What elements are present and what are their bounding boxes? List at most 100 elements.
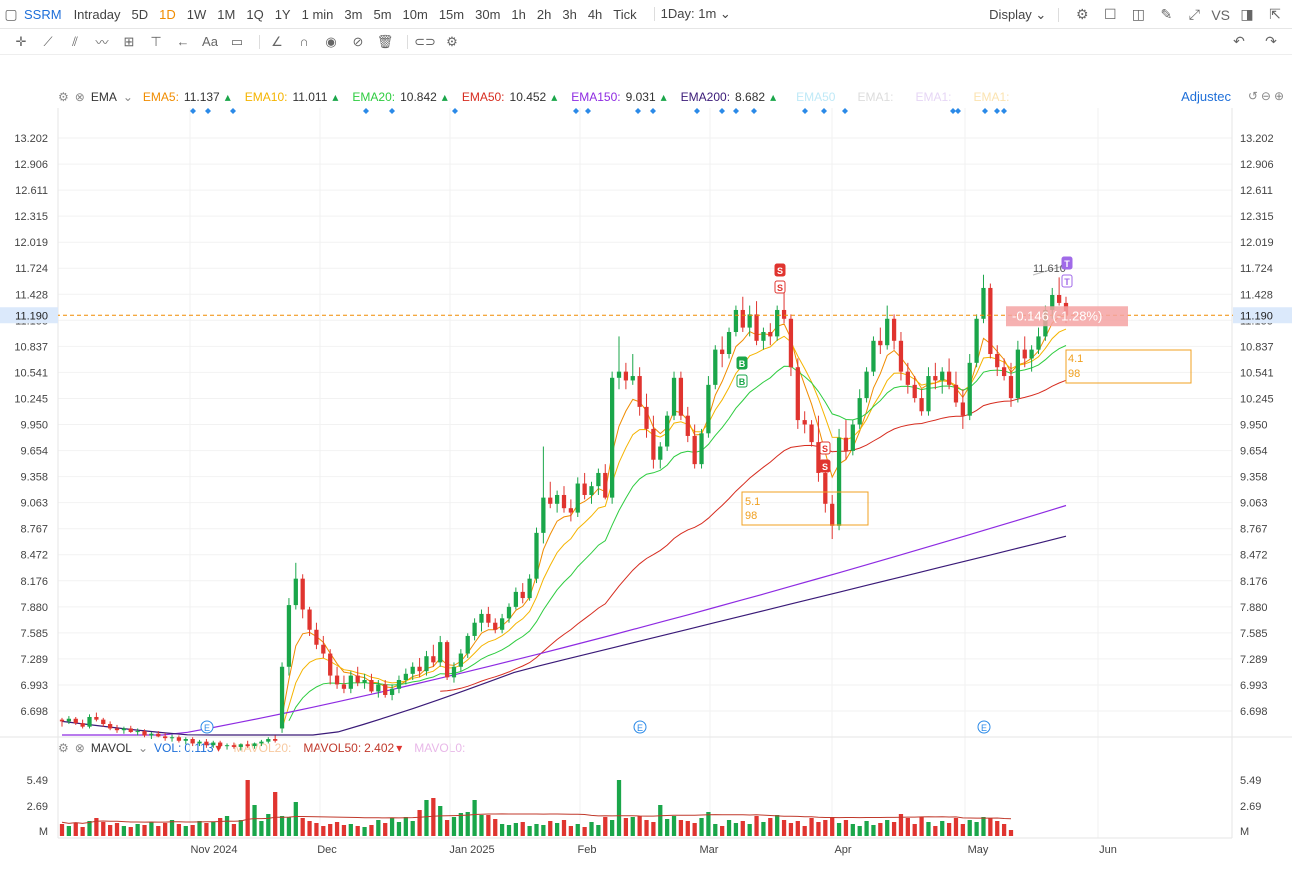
pattern-icon[interactable]: ⊞ [123,33,135,49]
ema-item-3[interactable]: EMA50: 10.452 ▴ [462,90,567,104]
plus-icon[interactable]: ⊕ [1273,89,1284,103]
settings-icon[interactable]: ⚙ [1076,6,1089,22]
volume-bar [637,816,642,836]
ema-faded-item[interactable]: EMA1: [973,90,1010,104]
candle-body [403,673,408,680]
candle-body [286,605,292,667]
settings-icon[interactable]: ⚙ [58,90,69,104]
range-select[interactable]: 1Day: 1m ⌄ [661,6,731,22]
reset-icon[interactable]: ↺ [1247,89,1258,103]
candle-body [396,679,402,689]
chevron-down-icon[interactable]: ⌄ [137,741,149,755]
redo-icon[interactable]: ↷ [1265,33,1277,49]
intraday-tab[interactable]: Intraday [73,6,121,22]
hide-icon[interactable]: ⊘ [352,33,364,49]
timeframe-tab-2[interactable]: 1W [186,6,207,22]
candle-body [376,684,381,692]
timeframe-tab-5[interactable]: 1Y [274,6,291,22]
arrow-icon[interactable]: ← [176,34,190,49]
ema-faded-item[interactable]: EMA50 [796,90,836,104]
ema-item-2[interactable]: EMA20: 10.842 ▴ [352,90,457,104]
timeframe-tab-3[interactable]: 1M [217,6,236,22]
volume-bar [651,822,656,836]
ema-faded-item[interactable]: EMA1: [857,90,894,104]
ema-item-1[interactable]: EMA10: 11.011 ▴ [245,90,349,104]
candle-body [946,371,952,385]
symbol-label[interactable]: SSRM [24,6,62,22]
volume-bar [946,823,952,836]
drawing-tools: ✛ ⟋ ⫽ 〰 ⊞ ⊤ ← Aa ▭ ∠ ∩ ◉ ⊘ 🗑 ⊂⊃ ⚙ [10,31,468,53]
vol-indicator-name[interactable]: MAVOL [90,741,132,755]
display-button[interactable]: Display ⌄ [989,6,1047,22]
candle-body [912,384,917,399]
range-box-2 [1065,349,1192,384]
timeframe-tab-16[interactable]: Tick [613,6,637,22]
pen-icon[interactable]: ✎ [1160,6,1173,22]
text-icon[interactable]: Aa [202,34,218,49]
camera-icon[interactable]: ◫ [1131,6,1145,22]
gear-icon[interactable]: ⚙ [446,33,458,49]
link-icon[interactable]: ⊂⊃ [414,33,436,49]
timeframe-tab-7[interactable]: 3m [344,6,363,22]
timeframe-tab-10[interactable]: 15m [438,6,465,22]
ema-item-4[interactable]: EMA150: 9.031 ▴ [571,90,676,104]
fib-icon[interactable]: ⊤ [150,33,162,49]
ruler-icon[interactable]: ∠ [271,33,283,49]
candle-body [541,497,546,533]
candle-body [369,679,374,692]
timeframe-tab-13[interactable]: 2h [536,6,552,22]
price-tick-left: 6.993 [20,680,48,692]
candle-body [733,309,739,332]
timeframe-tab-0[interactable]: 5D [131,6,149,22]
price-tick-left: 9.654 [20,446,48,458]
ema-faded-item[interactable]: EMA1: [915,90,952,104]
settings-icon[interactable]: ⚙ [58,741,69,755]
sidebar-toggle-icon[interactable]: ▢ [4,5,18,22]
trendline-icon[interactable]: ⟋ [43,33,53,49]
event-marker-text: E [637,723,643,733]
candle-body [499,618,505,630]
volume-bar [259,821,264,836]
timeframe-tab-12[interactable]: 1h [511,6,526,22]
ema-item-5[interactable]: EMA200: 8.682 ▴ [681,90,786,104]
compare-button[interactable]: VS [1211,6,1230,23]
note-icon[interactable]: ▭ [230,33,244,49]
volume-bar [286,817,292,836]
expand-icon[interactable]: ⇱ [1269,6,1281,22]
candle-body [871,340,876,372]
channel-icon[interactable]: ⫽ [72,33,78,49]
chevron-down-icon[interactable]: ⌄ [122,90,133,104]
date-axis-label: Apr [834,844,851,856]
close-icon[interactable]: ⊗ [74,90,85,104]
price-tick-right: 12.019 [1240,237,1274,249]
panel-icon[interactable]: ◨ [1240,6,1254,22]
layout-icon[interactable]: ☐ [1104,6,1117,22]
candle-body [995,354,1000,368]
close-icon[interactable]: ⊗ [74,741,85,755]
polyline-icon[interactable]: 〰 [95,35,109,50]
diamond-marker [955,108,961,114]
timeframe-tab-6[interactable]: 1 min [301,6,334,22]
volume-bar [321,826,326,836]
undo-icon[interactable]: ↶ [1233,33,1245,49]
timeframe-tab-8[interactable]: 5m [373,6,392,22]
timeframe-tab-15[interactable]: 4h [587,6,603,22]
crosshair-icon[interactable]: ✛ [15,33,27,49]
ema-faded: EMA50 EMA1: EMA1: EMA1: [796,90,1031,104]
adjusted-label[interactable]: Adjustec [1181,89,1231,104]
timeframe-tab-14[interactable]: 3h [562,6,577,22]
magnet-icon[interactable]: ∩ [299,34,309,49]
timeframe-tab-4[interactable]: 1Q [246,6,264,22]
eye-icon[interactable]: ◉ [325,33,337,49]
minus-icon[interactable]: ⊖ [1260,89,1271,103]
timeframe-tab-1[interactable]: 1D [159,6,176,22]
ema-item-0[interactable]: EMA5: 11.137 ▴ [143,90,241,104]
indicator-name[interactable]: EMA [90,90,117,104]
trash-icon[interactable]: 🗑 [376,33,394,49]
timeframe-tab-9[interactable]: 10m [402,6,428,22]
volume-bar [733,823,739,836]
candle-body [527,578,532,599]
timeframe-tab-11[interactable]: 30m [475,6,501,22]
fullscreen-icon[interactable]: ⤢ [1188,6,1200,22]
